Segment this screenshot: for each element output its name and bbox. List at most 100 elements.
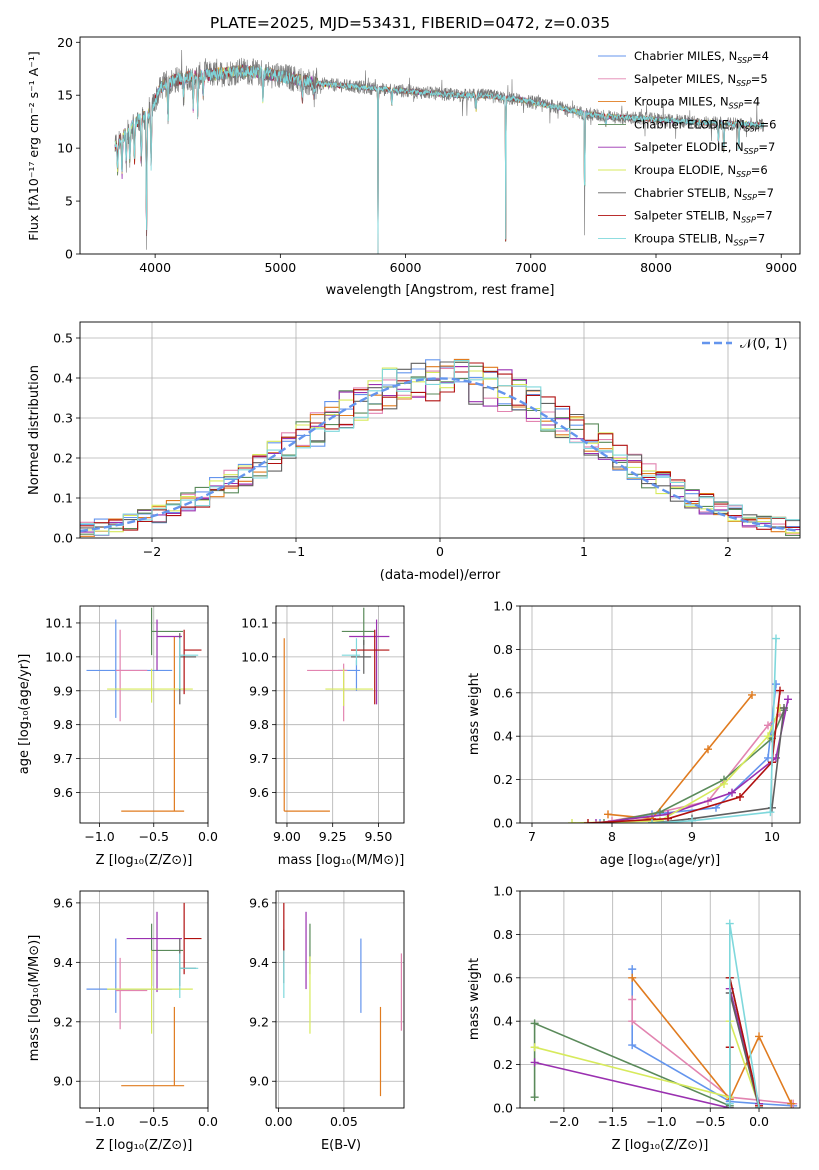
legend-entry: Salpeter MILES, NSSP=5 (634, 72, 768, 88)
legend-entry: 𝒩(0, 1) (740, 337, 787, 352)
plot-area (520, 891, 800, 1108)
spectrum-model-line (114, 65, 765, 254)
weight-line (729, 977, 760, 1106)
chart-weight-vs-Z: −2.0 −1.5 −1.0 −0.5 0.0 0.0 0.2 0.4 0.6 0.8 1.0 Z [… (467, 884, 801, 1153)
x-axis-label: Z [log₁₀(Z/Z⊙)] (612, 1138, 709, 1153)
legend-suffix: =7 (757, 186, 774, 200)
y-tick-label: 9.7 (249, 751, 269, 766)
weight-marker (568, 819, 576, 823)
weight-series (648, 634, 780, 823)
plot-area (114, 49, 765, 254)
weight-marker (656, 816, 664, 823)
legend-sub: SSP (745, 124, 760, 133)
weight-series (628, 973, 796, 1108)
weight-line (631, 999, 794, 1105)
x-axis-label: wavelength [Angstrom, rest frame] (326, 283, 555, 298)
y-tick-label: 20 (57, 35, 73, 50)
x-tick-label: 8000 (640, 260, 672, 275)
y-tick-label: 9.6 (53, 895, 73, 910)
chart-spectrum: 4000 5000 6000 7000 8000 9000 0 5 10 15 20 Chabrier… (26, 35, 801, 298)
y-tick-label: 15 (57, 88, 73, 103)
x-tick-label: 9000 (765, 260, 797, 275)
x-tick-label: 9.00 (273, 829, 301, 844)
y-axis-label: mass weight (467, 958, 482, 1040)
errorbar-point (307, 663, 348, 722)
y-tick-label: 0.0 (53, 531, 73, 546)
weight-marker (772, 634, 780, 643)
errorbar-point (115, 629, 148, 722)
normal-reference-curve (80, 377, 800, 533)
legend-sub: SSP (741, 216, 756, 225)
y-tick-label: 0.4 (493, 1014, 513, 1029)
weight-marker (628, 995, 637, 1004)
legend-entry: Salpeter ELODIE, NSSP=7 (634, 140, 775, 156)
x-tick-label: −1.0 (646, 1114, 676, 1129)
errorbar-point (107, 668, 193, 703)
errorbar-point (341, 607, 375, 645)
errorbar-point (179, 633, 197, 705)
weight-marker (725, 1099, 734, 1108)
y-tick-label: 0.0 (493, 816, 513, 831)
errorbar-point (150, 607, 184, 656)
x-axis-label: (data-model)/error (380, 568, 501, 583)
y-tick-label: 0.3 (53, 411, 73, 426)
legend-suffix: =6 (751, 163, 768, 177)
weight-marker (764, 721, 772, 730)
y-tick-label: 10.1 (45, 615, 73, 630)
errorbar-point (183, 629, 202, 695)
legend-entry: Chabrier STELIB, NSSP=7 (634, 186, 774, 202)
x-tick-label: −2 (143, 544, 161, 559)
chart-age-vs-Z: −1.0 −0.5 0.0 9.6 9.7 9.8 9.9 10.0 10.1 Z [log₁₀(… (17, 605, 218, 868)
y-tick-label: 9.8 (249, 717, 269, 732)
weight-marker (530, 1019, 539, 1028)
x-tick-label: 1 (580, 544, 588, 559)
axes-frame (519, 890, 801, 1109)
legend-label: Kroupa MILES, N (634, 95, 729, 109)
legend-entry: Kroupa ELODIE, NSSP=6 (634, 163, 768, 179)
axes-frame (79, 36, 801, 255)
weight-marker (628, 973, 637, 982)
legend-sub: SSP (736, 79, 751, 88)
errorbar-point (350, 629, 390, 705)
chart-weight-vs-age: 7 8 9 10 0.0 0.2 0.4 0.6 0.8 1.0 age [log₁₀(age/yr… (467, 599, 801, 868)
weight-marker (776, 686, 784, 695)
y-tick-label: 10.0 (45, 649, 73, 664)
legend-sub: SSP (744, 147, 759, 156)
weight-marker (787, 1099, 796, 1108)
weight-marker (728, 788, 736, 797)
legend-label: Salpeter STELIB, N (634, 209, 741, 223)
x-tick-label: −0.5 (695, 1114, 725, 1129)
y-tick-label: 0 (65, 247, 73, 262)
errorbar-point (350, 639, 372, 674)
legend-label: Chabrier STELIB, N (634, 186, 742, 200)
legend-suffix: =7 (758, 140, 775, 154)
x-tick-label: 9 (688, 829, 696, 844)
histogram-series (80, 361, 800, 529)
weight-marker (530, 1043, 539, 1052)
y-tick-label: 1.0 (493, 599, 513, 614)
errorbar-point (126, 911, 182, 993)
x-tick-label: −0.5 (139, 1114, 169, 1129)
errorbar-point (121, 636, 185, 812)
y-tick-label: 10.0 (241, 649, 269, 664)
weight-marker (604, 810, 612, 819)
y-tick-label: 5 (65, 194, 73, 209)
legend-sub: SSP (742, 193, 757, 202)
weight-marker (592, 819, 600, 823)
weight-marker (704, 745, 712, 754)
legend-label: Salpeter ELODIE, N (634, 140, 744, 154)
plot-area (520, 606, 800, 823)
y-axis-label: mass [log₁₀(M/M⊙)] (27, 935, 42, 1062)
x-axis-label: age [log₁₀(age/yr)] (600, 853, 721, 868)
weight-line (651, 638, 777, 823)
weight-series (604, 690, 756, 823)
weight-marker (766, 808, 775, 817)
plot-area (80, 606, 208, 823)
x-tick-label: −2.0 (549, 1114, 579, 1129)
legend-label: Kroupa ELODIE, N (634, 163, 736, 177)
weight-marker (748, 690, 756, 699)
weight-marker (780, 703, 788, 712)
weight-line (631, 977, 792, 1105)
y-tick-label: 9.4 (53, 955, 73, 970)
weight-series (530, 984, 764, 1108)
